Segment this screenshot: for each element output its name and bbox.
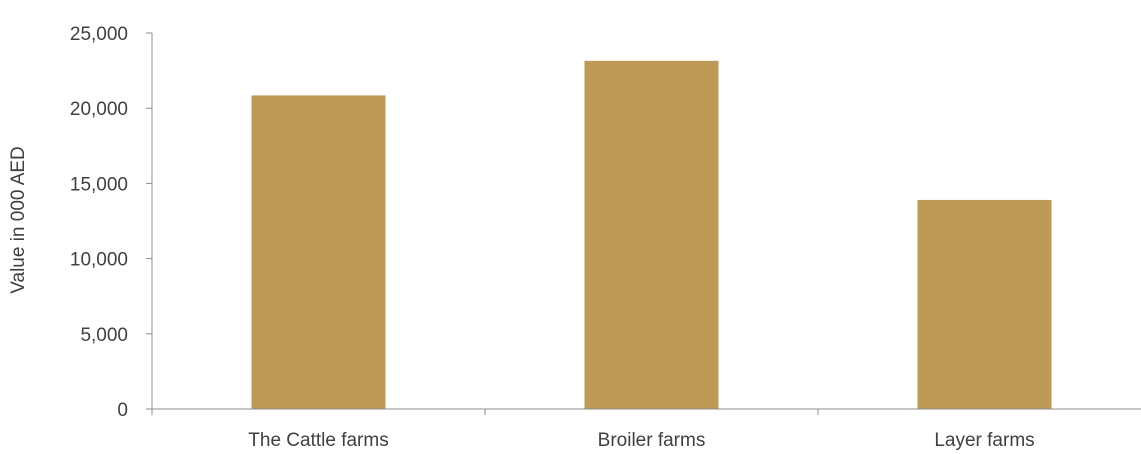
y-tick-label: 0 [117,400,128,421]
x-tick-label: Broiler farms [598,430,706,451]
bar [584,60,719,409]
y-tick-label: 10,000 [70,250,128,271]
y-tick-label: 5,000 [80,325,128,346]
y-axis-title: Value in 000 AED [8,146,29,294]
y-axis: 0 5,000 10,000 15,000 20,000 25,000 [70,24,153,421]
x-tick-label: The Cattle farms [248,430,388,451]
x-tick-label: Layer farms [934,430,1034,451]
y-tick-label: 25,000 [70,24,128,45]
y-tick-label: 15,000 [70,174,128,195]
bar [251,95,386,409]
bar [917,199,1052,409]
bars [251,60,1052,409]
y-tick-label: 20,000 [70,99,128,120]
x-axis: The Cattle farms Broiler farms Layer farms [151,408,1141,451]
